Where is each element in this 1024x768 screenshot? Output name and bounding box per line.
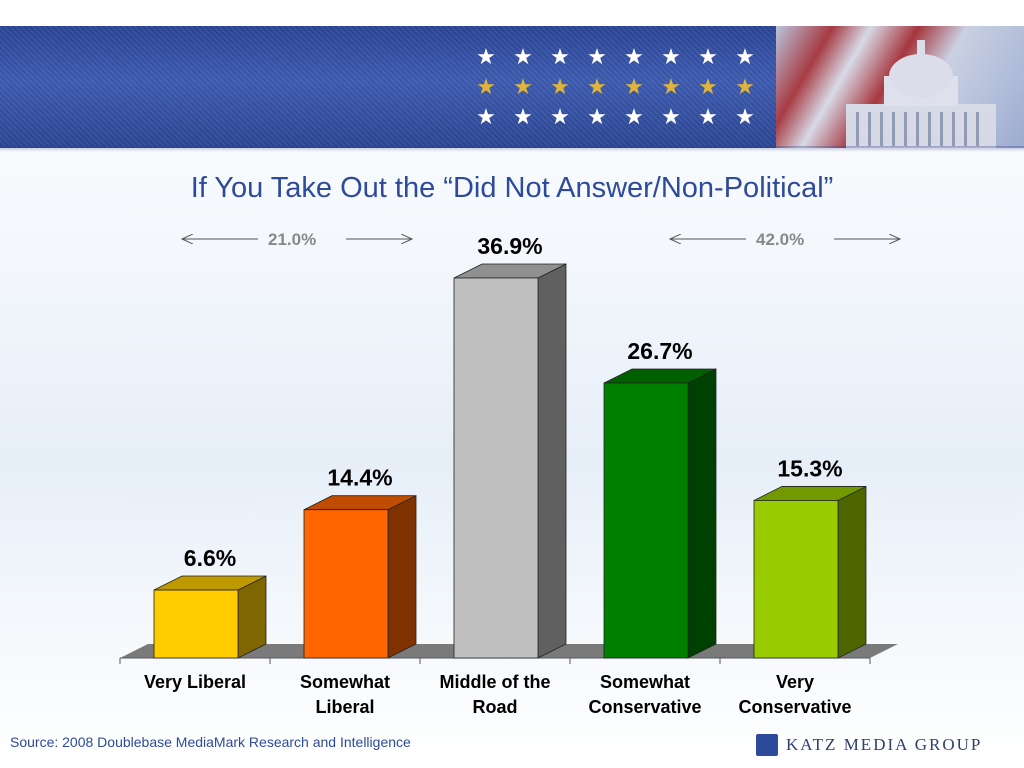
stars-decoration: ★ ★ ★ ★ ★ ★ ★ ★ ★ ★ ★ ★ ★ ★ ★ ★ ★ ★ ★ ★ …: [474, 42, 757, 132]
bar-side: [687, 368, 717, 659]
star-icon: ★: [587, 104, 607, 129]
star-icon: ★: [735, 44, 755, 69]
star-icon: ★: [550, 74, 570, 99]
star-icon: ★: [587, 44, 607, 69]
source-note: Source: 2008 Doublebase MediaMark Resear…: [10, 734, 411, 750]
data-label: 26.7%: [627, 338, 692, 364]
star-icon: ★: [624, 74, 644, 99]
category-label: Conservative: [738, 697, 851, 717]
star-icon: ★: [550, 44, 570, 69]
company-logo: KATZ MEDIA GROUP: [756, 734, 982, 756]
bars-group: [153, 263, 867, 659]
star-icon: ★: [698, 104, 718, 129]
star-icon: ★: [735, 74, 755, 99]
x-axis-ticks: [119, 658, 871, 664]
star-icon: ★: [661, 44, 681, 69]
bar: [603, 368, 717, 659]
category-label: Liberal: [315, 697, 374, 717]
bracket-label-conservative: 42.0%: [756, 230, 805, 249]
star-icon: ★: [513, 104, 533, 129]
bar-front: [603, 382, 689, 659]
star-icon: ★: [476, 104, 496, 129]
bar: [753, 485, 867, 659]
star-icon: ★: [476, 74, 496, 99]
star-icon: ★: [698, 74, 718, 99]
data-labels-group: 6.6% 14.4% 36.9% 26.7% 15.3%: [184, 233, 843, 571]
bar-front: [303, 509, 389, 659]
star-icon: ★: [513, 44, 533, 69]
data-label: 6.6%: [184, 545, 236, 571]
bar: [153, 575, 267, 659]
category-labels-group: Very Liberal Somewhat Liberal Middle of the…: [144, 672, 852, 717]
star-icon: ★: [661, 74, 681, 99]
category-label: Very Liberal: [144, 672, 246, 692]
data-label: 15.3%: [777, 455, 842, 481]
data-label: 36.9%: [477, 233, 542, 259]
star-icon: ★: [550, 104, 570, 129]
star-icon: ★: [587, 74, 607, 99]
banner-shadow: [0, 146, 1024, 152]
slide-title: If You Take Out the “Did Not Answer/Non-…: [190, 172, 834, 204]
category-label: Very: [776, 672, 814, 692]
bar-front: [753, 500, 839, 659]
capitol-image: [776, 26, 1024, 148]
logo-text: KATZ MEDIA GROUP: [786, 735, 983, 754]
star-icon: ★: [735, 104, 755, 129]
bar-front: [153, 589, 239, 659]
category-label: Middle of the: [440, 672, 551, 692]
star-icon: ★: [661, 104, 681, 129]
bar-side: [837, 485, 867, 659]
bar-front: [453, 277, 539, 659]
bracket-label-liberal: 21.0%: [268, 230, 317, 249]
category-label: Somewhat: [600, 672, 690, 692]
header-banner: ★ ★ ★ ★ ★ ★ ★ ★ ★ ★ ★ ★ ★ ★ ★ ★ ★ ★ ★ ★ …: [0, 26, 1024, 148]
bar-side: [387, 495, 417, 659]
star-icon: ★: [624, 44, 644, 69]
bar: [303, 495, 417, 659]
category-label: Somewhat: [300, 672, 390, 692]
star-icon: ★: [513, 74, 533, 99]
bar-side: [537, 263, 567, 659]
logo-mark-icon: [756, 734, 778, 756]
data-label: 14.4%: [327, 465, 392, 491]
star-icon: ★: [624, 104, 644, 129]
category-label: Road: [473, 697, 518, 717]
bar: [453, 263, 567, 659]
star-icon: ★: [476, 44, 496, 69]
star-icon: ★: [698, 44, 718, 69]
category-label: Conservative: [588, 697, 701, 717]
